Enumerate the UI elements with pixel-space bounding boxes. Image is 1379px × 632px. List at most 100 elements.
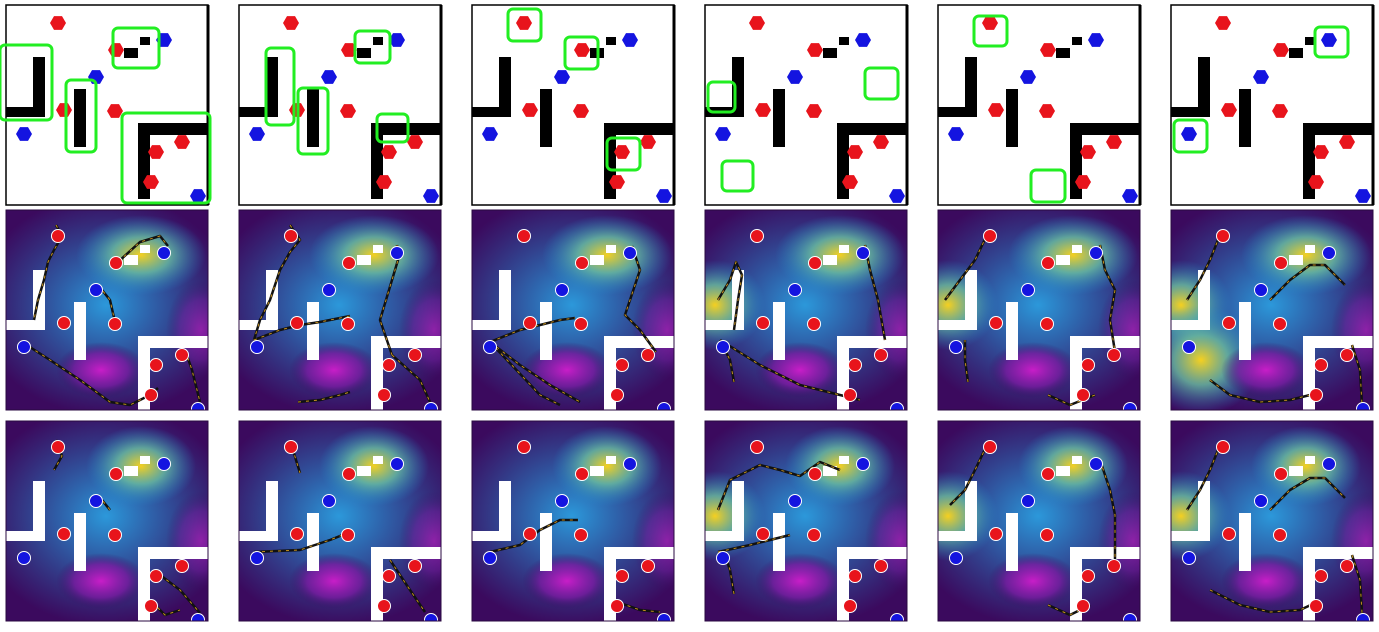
trajectory-overlay bbox=[1099, 244, 1116, 353]
blue-circle-icon bbox=[1182, 551, 1196, 565]
red-circle-icon bbox=[51, 229, 65, 243]
wall bbox=[307, 89, 319, 147]
blue-circle-icon bbox=[856, 246, 870, 260]
blue-circle-icon bbox=[1123, 613, 1137, 621]
red-circle-icon bbox=[341, 317, 355, 331]
layout-panel bbox=[1170, 4, 1375, 206]
trajectory-path bbox=[949, 444, 989, 506]
red-circle-icon bbox=[756, 527, 770, 541]
red-circle-icon bbox=[517, 440, 531, 454]
red-circle-icon bbox=[57, 316, 71, 330]
heatmap-hotspot bbox=[785, 426, 895, 506]
blue-hexagon-icon bbox=[855, 33, 871, 47]
red-hexagon-icon bbox=[573, 104, 589, 118]
trajectory-overlay bbox=[717, 260, 743, 331]
heatmap-panel-b bbox=[1170, 420, 1374, 622]
heatmap-layers bbox=[938, 210, 1140, 410]
highlight-box bbox=[264, 46, 296, 127]
blue-circle-icon bbox=[1322, 246, 1336, 260]
red-hexagon-icon bbox=[755, 103, 771, 117]
heatmap-frame bbox=[1170, 209, 1374, 411]
heatmap-frame bbox=[704, 420, 908, 622]
wall bbox=[239, 531, 278, 541]
obstacle bbox=[373, 245, 383, 253]
blue-hexagon-icon bbox=[1122, 189, 1138, 203]
trajectory-overlay bbox=[864, 244, 886, 341]
heatmap-layers bbox=[239, 421, 441, 621]
red-circle-icon bbox=[1309, 388, 1323, 402]
heatmap-frame bbox=[238, 209, 442, 411]
heatmap-frame bbox=[5, 420, 209, 622]
red-circle-icon bbox=[523, 316, 537, 330]
red-circle-icon bbox=[750, 440, 764, 454]
trajectory-overlay bbox=[253, 531, 351, 553]
heatmap-hotspot bbox=[552, 426, 662, 506]
red-hexagon-icon bbox=[340, 104, 356, 118]
heatmap-panel-a bbox=[937, 209, 1141, 411]
blue-circle-icon bbox=[1021, 494, 1035, 508]
trajectory-overlay bbox=[489, 341, 561, 406]
heatmap-panel-a bbox=[1170, 209, 1374, 411]
blue-circle-icon bbox=[1021, 283, 1035, 297]
heatmap-peak bbox=[1221, 342, 1311, 398]
obstacle bbox=[839, 37, 849, 45]
wall bbox=[965, 270, 977, 325]
trajectory-overlay bbox=[1351, 344, 1363, 406]
red-circle-icon bbox=[1309, 599, 1323, 613]
red-circle-icon bbox=[989, 527, 1003, 541]
heatmap-peak bbox=[988, 553, 1078, 609]
trajectory-overlay bbox=[253, 315, 351, 341]
blue-hexagon-icon bbox=[948, 127, 964, 141]
wall bbox=[938, 531, 977, 541]
obstacle bbox=[823, 48, 837, 58]
heatmap-hotspot bbox=[705, 260, 765, 350]
heatmap-peak bbox=[166, 491, 208, 591]
red-hexagon-icon bbox=[842, 175, 858, 189]
obstacle bbox=[373, 37, 383, 45]
blue-circle-icon bbox=[623, 246, 637, 260]
wall bbox=[6, 107, 45, 117]
heatmap-frame bbox=[937, 209, 1141, 411]
blue-hexagon-icon bbox=[249, 127, 265, 141]
wall bbox=[266, 481, 278, 536]
heatmap-layers bbox=[705, 210, 907, 410]
wall bbox=[371, 336, 441, 348]
wall bbox=[307, 513, 319, 571]
trajectory-overlay bbox=[1047, 604, 1091, 616]
red-hexagon-icon bbox=[1106, 135, 1122, 149]
heatmap-panel-b bbox=[5, 420, 209, 622]
obstacle bbox=[1289, 255, 1303, 265]
trajectory-overlay bbox=[159, 574, 201, 614]
heatmap-layers bbox=[472, 421, 674, 621]
obstacle bbox=[1305, 37, 1315, 45]
red-circle-icon bbox=[108, 317, 122, 331]
trajectory-overlay bbox=[97, 284, 116, 323]
heatmap-peak bbox=[399, 491, 441, 591]
obstacle bbox=[1305, 245, 1315, 253]
obstacle bbox=[140, 37, 150, 45]
wall bbox=[604, 547, 674, 559]
red-circle-icon bbox=[290, 527, 304, 541]
red-circle-icon bbox=[641, 348, 655, 362]
wall bbox=[1070, 547, 1140, 559]
red-hexagon-icon bbox=[574, 43, 590, 57]
blue-circle-icon bbox=[949, 340, 963, 354]
red-hexagon-icon bbox=[522, 103, 538, 117]
heatmap-panel-a bbox=[5, 209, 209, 411]
red-hexagon-icon bbox=[1273, 43, 1289, 57]
red-circle-icon bbox=[1216, 440, 1230, 454]
blue-circle-icon bbox=[390, 246, 404, 260]
red-circle-icon bbox=[341, 528, 355, 542]
red-hexagon-icon bbox=[640, 135, 656, 149]
wall bbox=[938, 320, 977, 330]
trajectory-overlay bbox=[944, 234, 988, 301]
blue-hexagon-icon bbox=[1253, 70, 1269, 84]
red-circle-icon bbox=[377, 599, 391, 613]
red-circle-icon bbox=[1081, 569, 1095, 583]
obstacle bbox=[839, 456, 849, 464]
red-circle-icon bbox=[610, 388, 624, 402]
blue-circle-icon bbox=[390, 457, 404, 471]
blue-hexagon-icon bbox=[715, 127, 731, 141]
red-circle-icon bbox=[1076, 388, 1090, 402]
red-hexagon-icon bbox=[988, 103, 1004, 117]
